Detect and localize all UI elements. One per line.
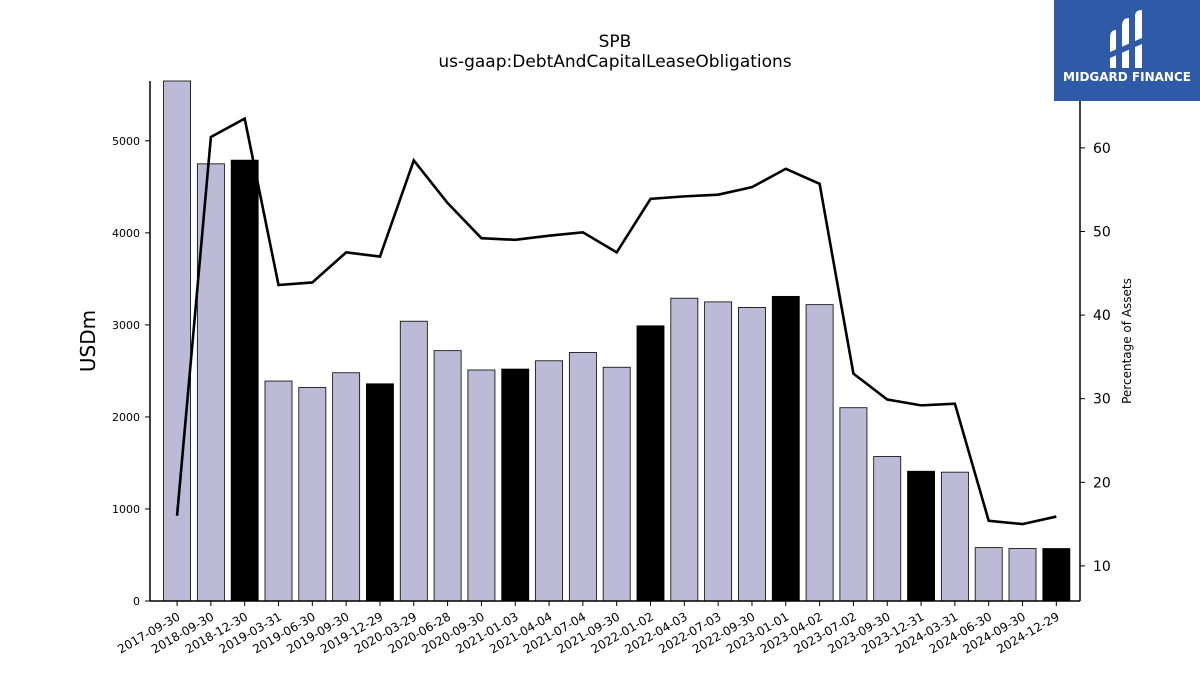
y-tick-label: 0 [133,595,140,608]
bar [230,159,259,602]
bar [636,325,665,602]
bar [940,471,969,602]
y-tick-label-right: 20 [1093,475,1111,491]
y-tick-label-right: 60 [1093,141,1111,157]
bar [399,320,428,602]
y-tick-label: 4000 [112,227,140,240]
bar [298,387,327,602]
bar [568,352,597,602]
chart-title: SPB [598,32,632,52]
bar [839,407,868,602]
bar [873,456,902,602]
bar [974,547,1003,602]
bar [366,383,394,602]
y-tick-label-right: 10 [1093,559,1111,575]
y-tick-label: 5000 [112,135,140,148]
bar [704,301,733,602]
y-tick-label-right: 50 [1093,224,1111,240]
y-tick-label-right: 40 [1093,308,1111,324]
bar [1042,548,1071,602]
bar [670,297,699,602]
y-axis-label: USDm [76,309,100,373]
y-tick-label-right: 30 [1093,392,1111,408]
line-series [175,116,1057,526]
chart-subtitle: us-gaap:DebtAndCapitalLeaseObligations [438,52,792,72]
brand-logo: MIDGARD FINANCE [1054,0,1200,101]
bar [771,295,800,602]
bar [332,372,361,602]
bar [264,380,293,602]
brand-name: MIDGARD FINANCE [1063,70,1191,84]
y-axis-label-right: Percentage of Assets [1120,278,1134,404]
bar [163,80,191,602]
bar [1008,548,1037,602]
bar [433,350,462,602]
bar [805,304,834,602]
y-tick-label: 2000 [112,411,140,424]
bar [602,366,631,602]
bar [907,470,935,602]
logo-mark-icon [1110,10,1142,68]
bar [501,368,530,602]
bar [467,369,496,602]
y-tick-label: 3000 [112,319,140,332]
bar [535,360,563,602]
bar [738,307,766,602]
y-tick-label: 1000 [112,503,140,516]
